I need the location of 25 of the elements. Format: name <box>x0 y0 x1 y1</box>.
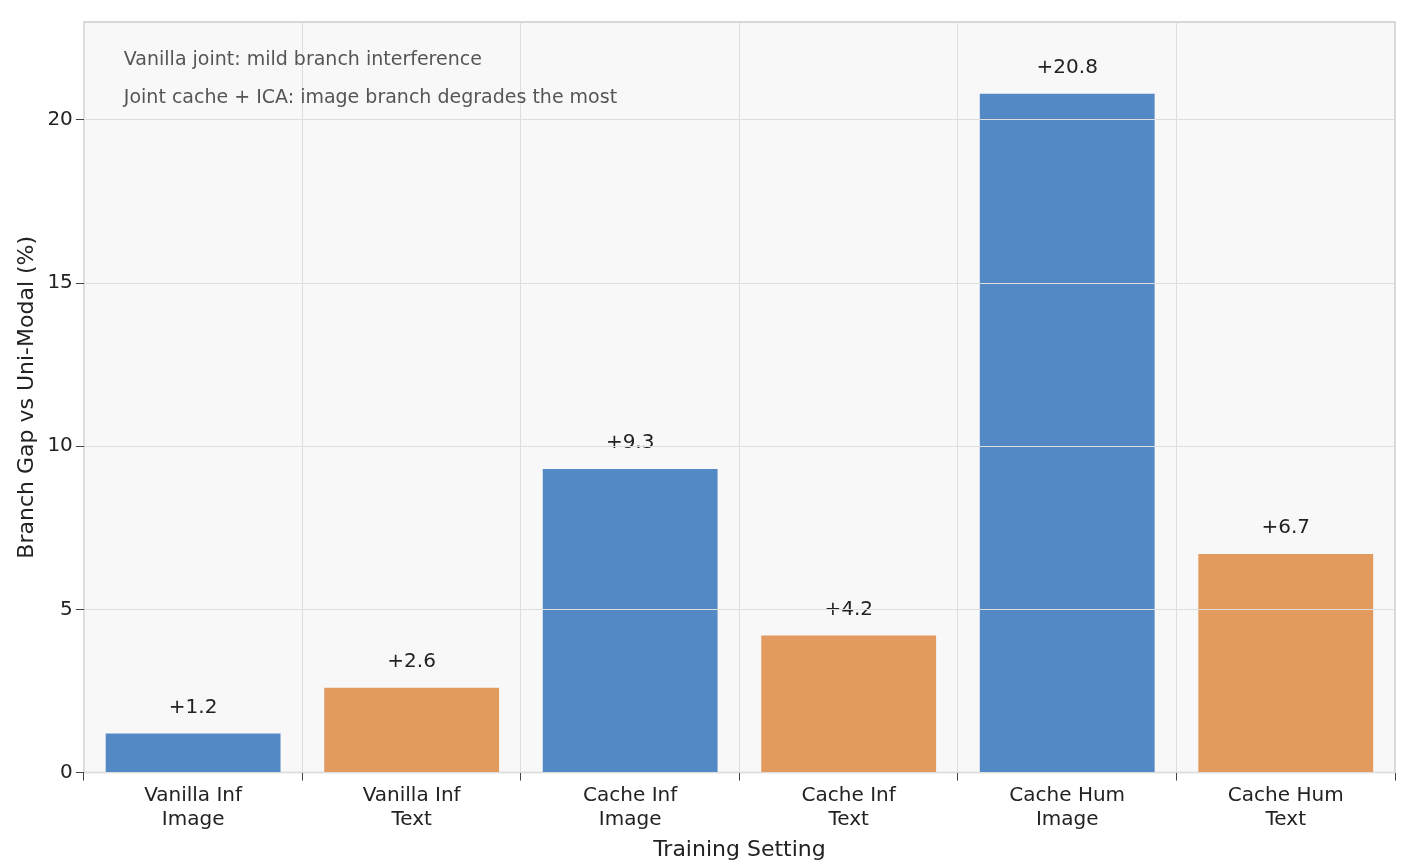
annotation: Vanilla joint: mild branch interference <box>123 46 482 69</box>
y-axis-title: Branch Gap vs Uni-Modal (%) <box>12 235 38 559</box>
bar <box>979 93 1155 773</box>
x-tick-label: Cache Inf Image <box>583 781 679 830</box>
y-tick-label: 5 <box>60 595 73 620</box>
y-tick-label: 20 <box>47 106 73 131</box>
y-tick-label: 15 <box>47 269 73 294</box>
data-label: +6.7 <box>1261 514 1311 539</box>
data-label: +20.8 <box>1036 54 1098 78</box>
x-tick-label: Cache Hum Image <box>1009 781 1126 830</box>
annotation: Joint cache + ICA: image branch degrades the most <box>122 84 618 107</box>
bar <box>105 733 281 773</box>
bar <box>761 635 937 773</box>
bar <box>542 469 718 773</box>
x-axis-title: Training Setting <box>652 835 826 861</box>
y-tick-label: 0 <box>60 758 73 783</box>
data-label: +2.6 <box>387 647 436 672</box>
x-tick-label: Cache Inf Text <box>801 781 897 830</box>
data-label: +1.2 <box>168 693 218 718</box>
bar <box>1198 553 1374 773</box>
x-tick-label: Vanilla Inf Image <box>144 781 244 830</box>
y-tick-label: 10 <box>47 432 73 457</box>
x-tick-label: Vanilla Inf Text <box>362 781 462 830</box>
bar <box>324 687 500 773</box>
x-tick-label: Cache Hum Text <box>1227 781 1344 830</box>
